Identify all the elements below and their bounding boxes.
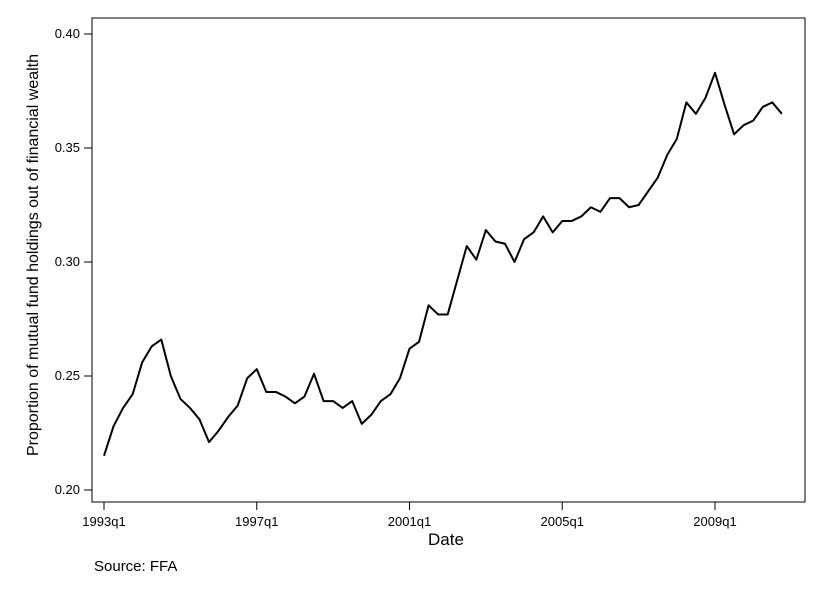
x-tick-label: 2009q1: [693, 514, 736, 529]
y-tick-label: 0.30: [55, 254, 80, 269]
y-tick-label: 0.20: [55, 482, 80, 497]
x-axis: 1993q1 1997q1 2001q1 2005q1 2009q1: [82, 502, 737, 529]
y-tick-label: 0.35: [55, 140, 80, 155]
y-tick-label: 0.25: [55, 368, 80, 383]
y-axis: 0.20 0.25 0.30 0.35 0.40: [55, 26, 92, 497]
series-layer: [103, 71, 783, 457]
x-tick-label: 1993q1: [82, 514, 125, 529]
x-axis-title: Date: [428, 530, 464, 549]
x-tick-label: 2001q1: [388, 514, 431, 529]
y-tick-label: 0.40: [55, 26, 80, 41]
y-axis-title: Proportion of mutual fund holdings out o…: [25, 54, 42, 456]
source-note: Source: FFA: [94, 558, 177, 575]
plot-frame: [91, 17, 806, 503]
x-tick-label: 1997q1: [235, 514, 278, 529]
x-tick-label: 2005q1: [541, 514, 584, 529]
series-line: [103, 71, 783, 457]
